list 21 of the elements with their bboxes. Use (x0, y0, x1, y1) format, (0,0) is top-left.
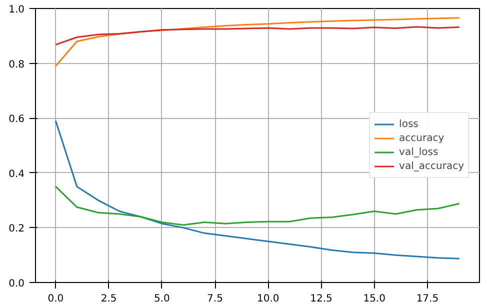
x-tick-label: 12.5 (310, 294, 332, 304)
line-series (54, 26, 460, 46)
y-tick-label: 0.8 (8, 59, 25, 70)
y-tick-label: 0.2 (8, 224, 25, 235)
x-tick-label: 10.0 (256, 294, 280, 304)
line-series (54, 186, 460, 226)
x-tick-label: 15.0 (363, 294, 386, 304)
x-tick-label: 0.0 (48, 294, 64, 304)
y-tick-label: 1.0 (8, 4, 25, 16)
legend-label: val_accuracy (399, 160, 464, 173)
y-tick-label: 0.4 (8, 168, 25, 180)
x-tick-label: 2.5 (100, 294, 117, 304)
legend-label: loss (399, 118, 420, 131)
legend-label: accuracy (399, 132, 444, 145)
x-tick-label: 7.5 (207, 294, 223, 304)
x-tick-label: 17.5 (416, 294, 439, 304)
y-tick-label: 0.6 (8, 114, 25, 126)
y-tick-label: 0.0 (8, 278, 25, 290)
legend-label: val_loss (399, 146, 438, 159)
line-series (54, 17, 460, 67)
x-tick-label: 5.0 (154, 294, 170, 304)
